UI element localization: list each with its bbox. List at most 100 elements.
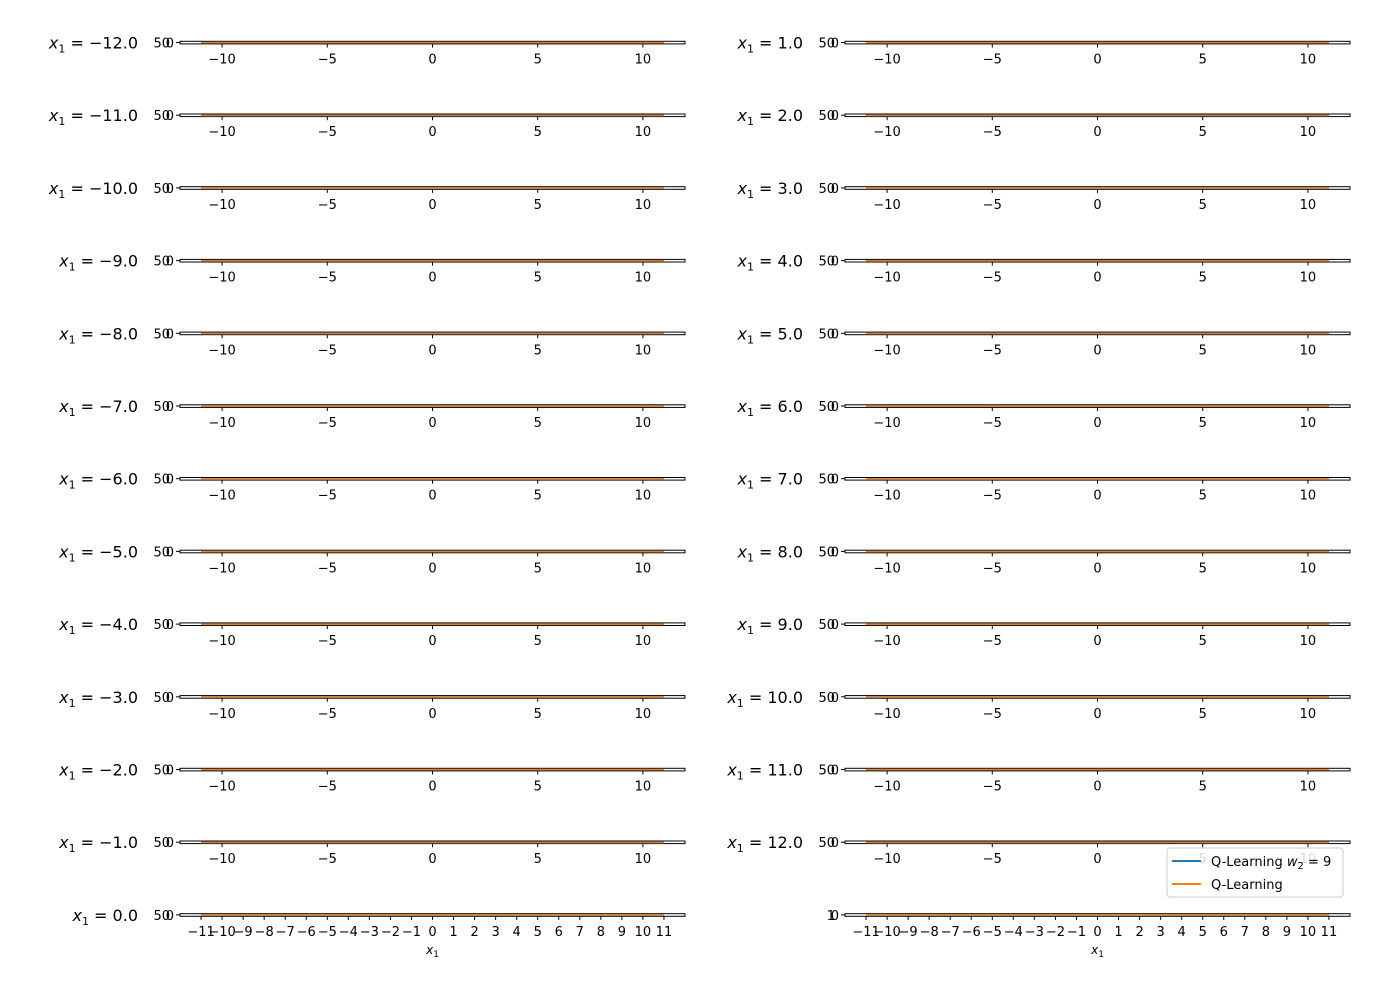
- ytick-label: 50: [153, 618, 170, 633]
- xtick-label: 10: [1300, 343, 1317, 358]
- panel-left-2: x1 = −10.0 500−10 −5 0 5 10: [48, 179, 686, 213]
- xtick-label: 5: [534, 780, 542, 795]
- panel-label: x1 = −9.0: [58, 252, 138, 274]
- ytick-label: 0: [166, 836, 174, 851]
- panel-label: x1 = 8.0: [737, 542, 804, 564]
- xtick-label: 6: [555, 925, 563, 940]
- ytick-label: 0: [166, 691, 174, 706]
- legend-entry-label: Q-Learning: [1211, 878, 1283, 893]
- panel-left-6: x1 = −6.0 500−10 −5 0 5 10: [58, 470, 686, 504]
- xtick-label: 5: [534, 489, 542, 504]
- xtick-label: −5: [983, 780, 1002, 795]
- xtick-label: 3: [491, 925, 499, 940]
- xtick-label: −5: [318, 125, 337, 140]
- ytick-label: 0: [831, 764, 839, 779]
- panel-right-12: 10−11−10−9 −8 −7 −6 −5 −4 −3 −2 −1 0 1 2 3 4 5 6 7 8 9 10 11…: [827, 909, 1351, 960]
- xtick-label: 5: [534, 125, 542, 140]
- xtick-label: 5: [534, 707, 542, 722]
- xtick-label: −5: [318, 707, 337, 722]
- ytick-label: 50: [818, 37, 835, 52]
- xtick-label: 5: [534, 416, 542, 431]
- ytick-label: 50: [818, 618, 835, 633]
- xtick-label: −2: [1046, 925, 1065, 940]
- xtick-label: −5: [318, 198, 337, 213]
- xtick-label: −10: [208, 53, 235, 68]
- xtick-label: −10: [208, 634, 235, 649]
- xtick-label: −10: [208, 707, 235, 722]
- ytick-label: 50: [153, 909, 170, 924]
- xtick-label: 0: [1093, 925, 1101, 940]
- xtick-label: −5: [983, 416, 1002, 431]
- ytick-label: 1: [827, 909, 835, 924]
- panel-label: x1 = 0.0: [72, 906, 139, 928]
- xtick-label: −10: [873, 634, 900, 649]
- xtick-label: −10: [208, 271, 235, 286]
- ytick-label: 0: [166, 37, 174, 52]
- xtick-label: −6: [962, 925, 981, 940]
- xtick-label: 0: [428, 343, 436, 358]
- ytick-label: 0: [166, 327, 174, 342]
- xtick-label: 0: [1093, 561, 1101, 576]
- xtick-label: 6: [1220, 925, 1228, 940]
- xtick-label: 0: [1093, 780, 1101, 795]
- ytick-label: 0: [166, 764, 174, 779]
- panel-label: x1 = 1.0: [737, 34, 804, 56]
- panel-label: x1 = 6.0: [737, 397, 804, 419]
- ytick-label: 0: [831, 37, 839, 52]
- ytick-label: 0: [166, 909, 174, 924]
- xtick-label: 1: [449, 925, 457, 940]
- panel-right-9: x1 = 10.0 500−10 −5 0 5 10: [726, 688, 1351, 722]
- xtick-label: 5: [534, 198, 542, 213]
- xtick-label: −10: [873, 271, 900, 286]
- xtick-label: 0: [428, 489, 436, 504]
- xtick-label: −5: [983, 53, 1002, 68]
- xtick-label: −10: [873, 416, 900, 431]
- xtick-label: −10: [208, 561, 235, 576]
- xtick-label: 10: [635, 125, 652, 140]
- panel-label: x1 = −8.0: [58, 324, 138, 346]
- xtick-label: −5: [318, 925, 337, 940]
- legend-box: [1166, 847, 1344, 898]
- ytick-label: 50: [153, 691, 170, 706]
- xtick-label: 0: [1093, 416, 1101, 431]
- xtick-label: −10: [208, 852, 235, 867]
- ytick-label: 50: [818, 764, 835, 779]
- panel-left-5: x1 = −7.0 500−10 −5 0 5 10: [58, 397, 686, 431]
- xtick-label: 0: [428, 780, 436, 795]
- xtick-label: 0: [428, 271, 436, 286]
- xtick-label: −10: [873, 198, 900, 213]
- xtick-label: −5: [318, 561, 337, 576]
- xtick-label: 5: [534, 852, 542, 867]
- xtick-label: −10: [873, 53, 900, 68]
- xtick-label: −10: [208, 489, 235, 504]
- xtick-label: −10: [208, 925, 235, 940]
- ytick-label: 0: [831, 618, 839, 633]
- panel-label: x1 = −10.0: [48, 179, 138, 201]
- xtick-label: 10: [635, 780, 652, 795]
- xtick-label: 10: [635, 561, 652, 576]
- panel-left-7: x1 = −5.0 500−10 −5 0 5 10: [58, 542, 686, 576]
- xtick-label: 5: [1199, 343, 1207, 358]
- ytick-label: 50: [818, 400, 835, 415]
- xtick-label: 10: [1300, 53, 1317, 68]
- xtick-label: 0: [428, 852, 436, 867]
- xtick-label: 10: [635, 343, 652, 358]
- x-axis-label: x1: [1090, 943, 1104, 960]
- ytick-label: 50: [818, 182, 835, 197]
- xtick-label: 5: [534, 343, 542, 358]
- xtick-label: −10: [873, 707, 900, 722]
- xtick-label: 5: [1199, 53, 1207, 68]
- xtick-label: −9: [899, 925, 918, 940]
- xtick-label: −10: [208, 125, 235, 140]
- panel-label: x1 = 2.0: [737, 106, 804, 128]
- xtick-label: 0: [1093, 489, 1101, 504]
- ytick-label: 50: [153, 400, 170, 415]
- xtick-label: 0: [1093, 852, 1101, 867]
- panel-label: x1 = −6.0: [58, 470, 138, 492]
- ytick-label: 0: [166, 400, 174, 415]
- ytick-label: 50: [818, 836, 835, 851]
- xtick-label: −5: [318, 852, 337, 867]
- ytick-label: 50: [818, 691, 835, 706]
- panel-left-0: x1 = −12.0 500−10 −5 0 5 10: [48, 34, 686, 68]
- xtick-label: 0: [428, 561, 436, 576]
